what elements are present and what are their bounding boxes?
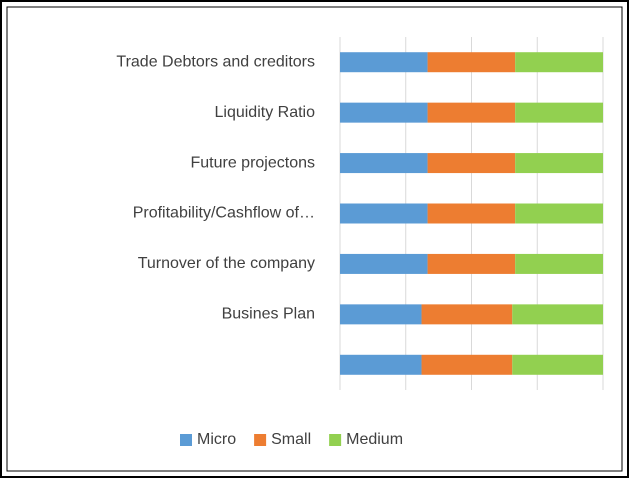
y-tick-label: Turnover of the company — [138, 255, 315, 272]
y-tick-label: Future projectons — [190, 154, 315, 171]
y-tick-label: Trade Debtors and creditors — [116, 53, 315, 70]
plot-frame — [6, 6, 623, 472]
bar-segment — [515, 52, 603, 73]
legend-label: Small — [271, 431, 311, 448]
bar-segment — [340, 354, 422, 375]
bar-segment — [512, 304, 603, 325]
bar-segment — [427, 253, 516, 274]
bar-segment — [427, 203, 516, 224]
legend-swatch — [254, 434, 267, 446]
bar-segment — [515, 102, 603, 123]
bar-segment — [421, 304, 513, 325]
legend-swatch — [180, 434, 192, 446]
bar-segment — [340, 203, 428, 224]
bar-segment — [427, 52, 516, 73]
y-tick-label: Busines Plan — [222, 306, 315, 323]
bar-segment — [340, 304, 422, 325]
bar-segment — [340, 253, 428, 274]
bar-segment — [515, 153, 603, 174]
bar-segment — [340, 52, 428, 73]
legend-label: Medium — [346, 431, 403, 448]
bar-segment — [515, 253, 603, 274]
legend-swatch — [329, 434, 342, 446]
bar-segment — [515, 203, 603, 224]
y-tick-label: Liquidity Ratio — [215, 104, 316, 121]
y-tick-label: Profitability/Cashflow of… — [133, 205, 315, 222]
bar-segment — [421, 354, 513, 375]
bar-segment — [340, 102, 428, 123]
bar-segment — [427, 153, 516, 174]
legend-label: Micro — [197, 431, 236, 448]
bar-segment — [512, 354, 603, 375]
bar-segment — [340, 153, 428, 174]
bar-segment — [427, 102, 516, 123]
